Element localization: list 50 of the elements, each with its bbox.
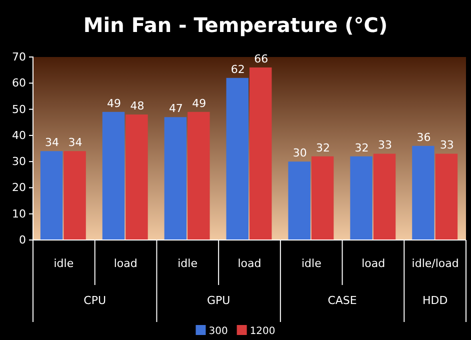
- x-tick-label: load: [362, 257, 386, 270]
- data-label: 49: [192, 96, 206, 110]
- data-label: 34: [45, 136, 60, 150]
- y-tick-label: 10: [12, 207, 26, 220]
- data-label: 32: [316, 141, 330, 154]
- data-label: 36: [416, 130, 431, 144]
- data-label: 49: [106, 96, 121, 110]
- legend-label: 1200: [250, 326, 276, 337]
- y-tick-label: 30: [12, 155, 26, 168]
- y-tick-label: 40: [12, 128, 26, 142]
- x-tick-label: idle: [302, 257, 322, 270]
- bar: [250, 67, 272, 240]
- bar: [164, 117, 187, 240]
- y-tick-label: 20: [12, 181, 26, 194]
- text: GPU: [206, 294, 230, 307]
- data-label: 34: [68, 136, 82, 150]
- text: CASE: [328, 294, 357, 307]
- x-tick-label: idle/load: [412, 257, 459, 270]
- text: HDD: [422, 294, 448, 307]
- data-label: 48: [130, 100, 144, 113]
- data-label: 30: [292, 146, 307, 160]
- data-label: 62: [230, 62, 245, 76]
- bar: [350, 156, 372, 240]
- y-tick-label: 70: [12, 50, 26, 64]
- y-tick-label: 0: [19, 234, 26, 247]
- legend-label: 300: [208, 326, 228, 337]
- data-label: 32: [354, 141, 369, 154]
- y-tick-label: 50: [12, 102, 26, 116]
- bar: [126, 114, 148, 240]
- bar: [226, 78, 248, 240]
- bar: [311, 156, 334, 240]
- data-label: 47: [168, 102, 183, 116]
- bar: [64, 151, 86, 240]
- data-label: 66: [254, 52, 268, 66]
- bar: [288, 162, 310, 240]
- bar: [40, 151, 63, 240]
- x-tick-label: idle: [54, 257, 74, 270]
- bar: [188, 112, 210, 240]
- data-label: 33: [440, 138, 454, 152]
- y-tick-label: 60: [12, 76, 26, 90]
- bar: [102, 112, 125, 240]
- bar: [412, 146, 434, 240]
- x-tick-label: idle: [178, 257, 198, 270]
- chart-title: Min Fan - Temperature (°C): [83, 13, 388, 37]
- data-label: 33: [378, 138, 392, 152]
- text: CPU: [84, 294, 106, 307]
- x-tick-label: load: [238, 257, 262, 270]
- bar: [435, 154, 458, 240]
- x-tick-label: load: [114, 257, 138, 270]
- bar: [373, 154, 396, 240]
